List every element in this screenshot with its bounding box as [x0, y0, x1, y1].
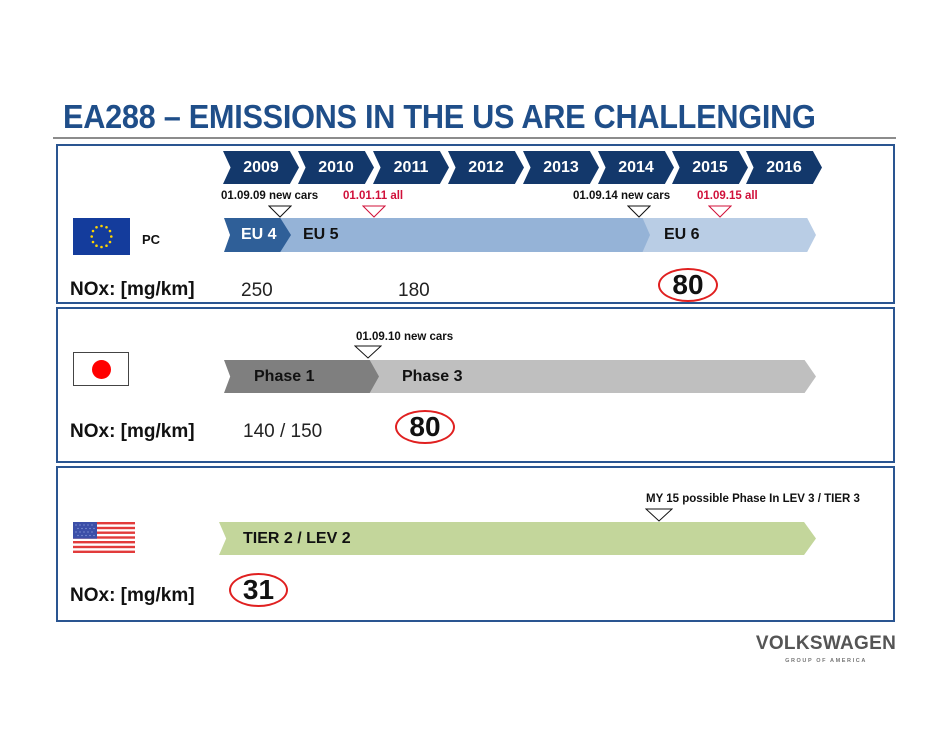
marker-triangle-icon	[354, 345, 382, 359]
us-nox-label: NOx: [mg/km]	[70, 585, 195, 606]
eu5-stage-bar: EU 5	[278, 218, 650, 252]
vw-logo-sub: GROUP OF AMERICA	[785, 658, 867, 664]
year-2015: 2015	[672, 151, 748, 184]
marker-triangle-icon	[645, 508, 673, 522]
eu-marker-label-2: 01.01.11 all	[343, 190, 404, 202]
eu-marker-label-4: 01.09.15 all	[697, 190, 758, 202]
year-2011: 2011	[373, 151, 449, 184]
japan-nox-label: NOx: [mg/km]	[70, 421, 195, 442]
eu-nox-highlight: 80	[658, 268, 718, 302]
eu-nox-value-eu4: 250	[241, 280, 273, 301]
year-2013: 2013	[523, 151, 599, 184]
year-2016: 2016	[746, 151, 822, 184]
vw-logo: VOLKSWAGEN GROUP OF AMERICA	[746, 633, 906, 664]
eu-marker-label-3: 01.09.14 new cars	[573, 190, 671, 202]
japan-marker-label: 01.09.10 new cars	[356, 331, 454, 343]
vw-logo-brand: VOLKSWAGEN	[755, 633, 897, 654]
phase1-stage-bar: Phase 1	[224, 360, 379, 393]
page-title: EA288 – EMISSIONS IN THE US ARE CHALLENG…	[63, 98, 816, 135]
tier2-lev2-stage-bar: TIER 2 / LEV 2	[219, 522, 816, 555]
year-2009: 2009	[223, 151, 299, 184]
year-2012: 2012	[448, 151, 524, 184]
japan-flag-icon	[73, 352, 129, 386]
eu-region-label: PC	[142, 232, 161, 247]
marker-triangle-icon	[708, 205, 732, 218]
marker-triangle-icon	[627, 205, 651, 218]
marker-triangle-icon	[362, 205, 386, 218]
marker-triangle-icon	[268, 205, 292, 218]
japan-nox-value-phase1: 140 / 150	[243, 421, 323, 442]
eu-marker-label-1: 01.09.09 new cars	[221, 190, 319, 202]
eu6-stage-bar: EU 6	[640, 218, 816, 252]
us-marker-label: MY 15 possible Phase In LEV 3 / TIER 3	[646, 493, 860, 505]
year-2014: 2014	[598, 151, 674, 184]
title-divider	[53, 137, 896, 139]
us-nox-highlight: 31	[229, 573, 288, 607]
eu4-stage-bar: EU 4	[224, 218, 291, 252]
us-flag-icon	[73, 522, 135, 553]
eu-flag-icon	[73, 218, 130, 255]
eu-nox-value-eu5: 180	[398, 280, 430, 301]
japan-nox-highlight: 80	[395, 410, 455, 444]
eu-nox-label: NOx: [mg/km]	[70, 279, 195, 300]
phase3-stage-bar: Phase 3	[360, 360, 816, 393]
year-2010: 2010	[298, 151, 374, 184]
